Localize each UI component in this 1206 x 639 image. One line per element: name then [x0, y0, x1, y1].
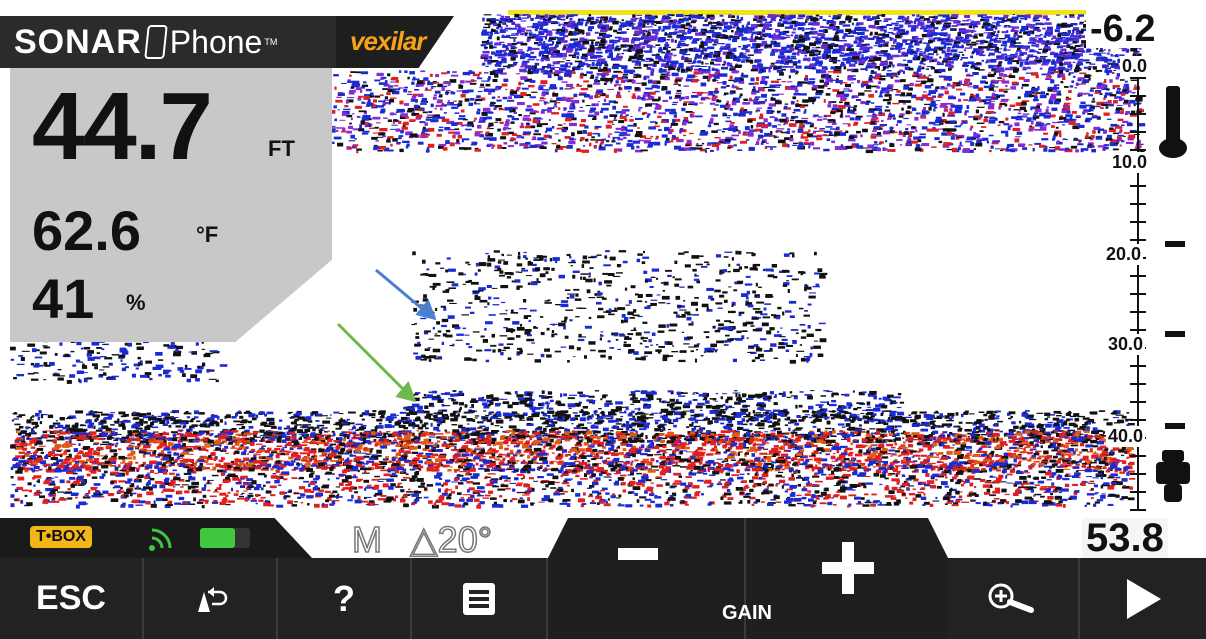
- help-button[interactable]: ?: [278, 558, 412, 639]
- gain-panel: GAIN: [548, 518, 948, 639]
- phone-icon: [144, 25, 168, 59]
- cone-angle-indicator[interactable]: △20°: [409, 519, 493, 561]
- readout-panel: 44.7 FT 62.6 °F 41 %: [10, 68, 332, 342]
- menu-icon: [463, 582, 495, 615]
- depth-unit: FT: [268, 136, 295, 161]
- vexilar-text: vexilar: [350, 26, 426, 56]
- gain-label: GAIN: [722, 602, 772, 624]
- esc-button[interactable]: ESC: [0, 558, 144, 639]
- battery-icon: [200, 528, 250, 548]
- gain-plus-button[interactable]: [746, 518, 948, 639]
- depth-value: 44.7: [32, 73, 213, 180]
- scale-label: 30.0: [1106, 334, 1146, 355]
- mode-indicator[interactable]: M: [351, 519, 383, 561]
- temperature-unit: °F: [196, 222, 219, 247]
- gain-divider: [744, 518, 746, 639]
- brand-logo: SONAR Phone TM: [0, 16, 336, 68]
- esc-label: ESC: [36, 579, 106, 617]
- vexilar-logo: vexilar: [336, 16, 454, 68]
- reset-button[interactable]: [144, 558, 278, 639]
- scale-label: 20.0: [1104, 244, 1144, 265]
- scale-label: 10.0: [1110, 152, 1150, 173]
- surface-line: [508, 10, 1106, 15]
- battery-unit: %: [126, 290, 146, 315]
- play-button[interactable]: [1080, 558, 1206, 639]
- brand-phone-text: Phone: [169, 23, 263, 60]
- wifi-signal-icon: [149, 528, 172, 551]
- zoom-in-icon: [988, 583, 1034, 613]
- plus-icon-vertical: [842, 542, 854, 594]
- transducer-icon: [1156, 450, 1190, 502]
- scale-label: 0.0: [1120, 56, 1150, 77]
- undo-arrow-icon: [198, 586, 228, 612]
- scale-label: 40.0: [1106, 426, 1146, 447]
- gain-minus-button[interactable]: [548, 518, 744, 639]
- temperature-value: 62.6: [32, 199, 141, 262]
- play-icon: [1127, 578, 1161, 619]
- fish-arrow-green: [336, 322, 417, 403]
- thermometer-icon: [1159, 86, 1187, 158]
- battery-fill: [200, 528, 235, 548]
- tbox-badge: T•BOX: [30, 526, 93, 548]
- menu-button[interactable]: [412, 558, 548, 639]
- trademark: TM: [264, 37, 278, 47]
- zoom-button[interactable]: [948, 558, 1080, 639]
- fish-arrow-blue: [375, 268, 437, 321]
- status-bar: T•BOX: [0, 518, 312, 558]
- minus-icon: [618, 548, 658, 560]
- battery-value: 41: [32, 267, 95, 330]
- top-depth-readout: -6.2: [1086, 10, 1160, 48]
- help-label: ?: [333, 577, 355, 619]
- brand-sonar-text: SONAR: [14, 22, 142, 61]
- bottom-depth-readout: 53.8: [1082, 518, 1168, 558]
